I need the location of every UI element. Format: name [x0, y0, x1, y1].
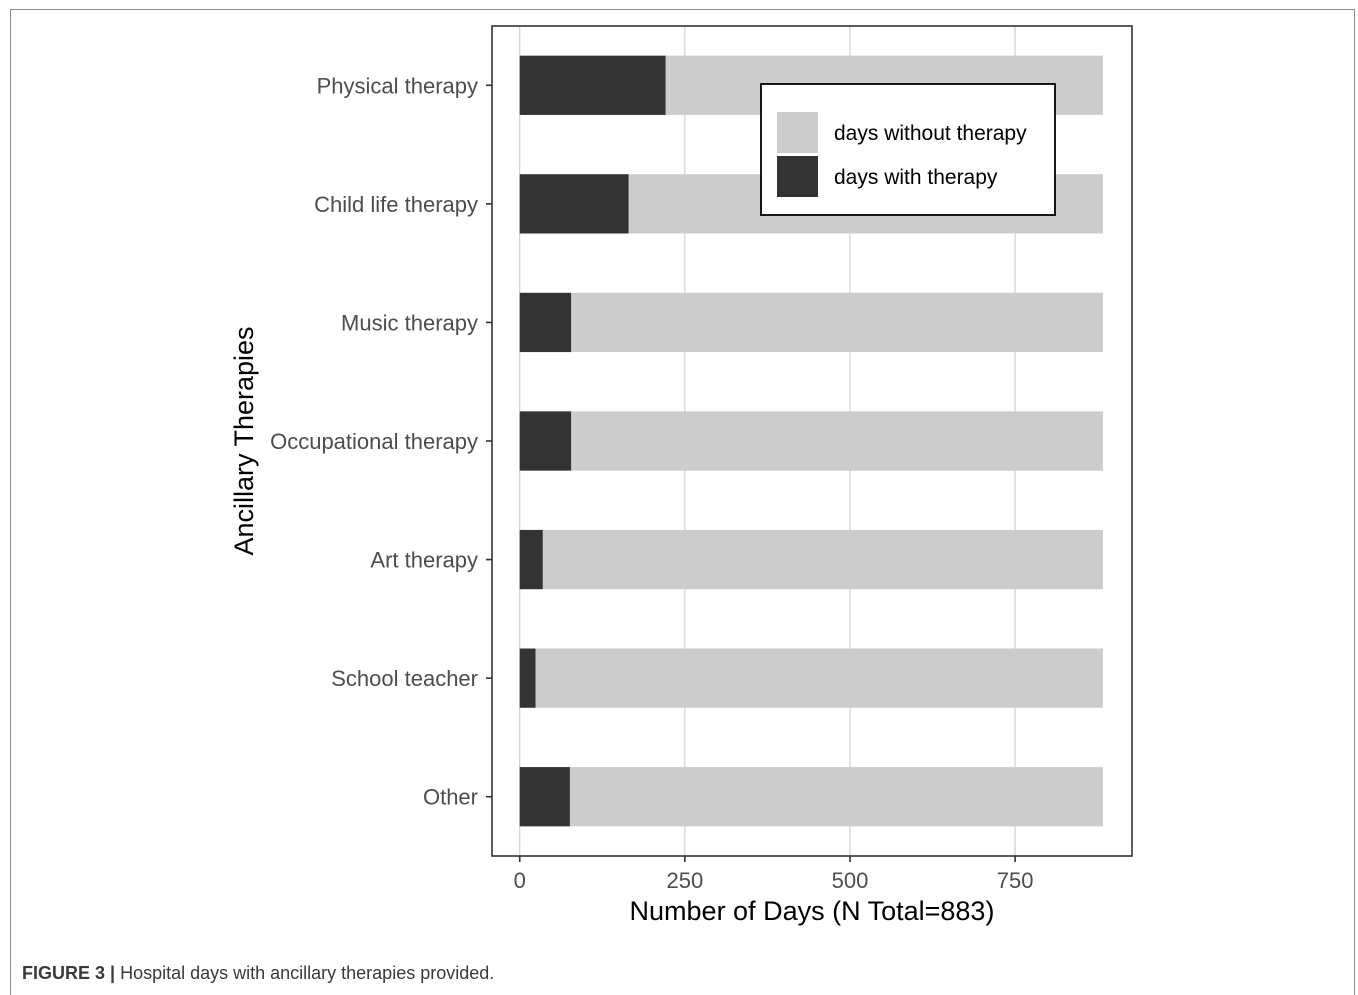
x-tick-label: 750 [997, 868, 1034, 893]
caption-label: FIGURE 3 | [22, 963, 116, 983]
y-tick-label: Other [423, 785, 478, 810]
bar-school-teacher-with [519, 648, 536, 708]
x-tick-label: 500 [832, 868, 869, 893]
y-axis: Physical therapy Child life therapy Music … [270, 73, 492, 810]
legend-swatch [777, 112, 818, 153]
bar-occupational-therapy-with [519, 411, 572, 471]
legend-swatch [777, 156, 818, 197]
x-tick-label: 250 [666, 868, 703, 893]
bar-chart: Physical therapy Child life therapy Music … [229, 25, 1133, 926]
caption-text: Hospital days with ancillary therapies p… [115, 963, 495, 983]
legend-label: days with therapy [834, 166, 998, 189]
x-axis-title: Number of Days (N Total=883) [630, 896, 995, 926]
legend-label: days without therapy [834, 122, 1027, 145]
figure-frame [10, 9, 1355, 995]
y-tick-label: Music therapy [341, 310, 478, 335]
figure-caption: FIGURE 3 | Hospital days with ancillary … [22, 963, 494, 984]
bar-art-therapy-without [542, 529, 1103, 590]
bar-art-therapy-with [519, 529, 543, 590]
y-tick-label: Occupational therapy [270, 429, 478, 454]
y-axis-title: Ancillary Therapies [229, 326, 259, 555]
bar-child-life-therapy-with [519, 174, 629, 234]
y-tick-label: School teacher [331, 666, 478, 691]
bar-music-therapy-with [519, 292, 572, 353]
legend: days without therapy days with therapy [760, 83, 1056, 216]
bars [519, 55, 1103, 827]
bar-other-without [569, 767, 1103, 827]
y-tick-label: Art therapy [370, 548, 478, 573]
bar-other-with [519, 767, 570, 827]
bar-music-therapy-without [571, 292, 1103, 353]
bar-physical-therapy-with [519, 55, 666, 115]
x-axis: 0 250 500 750 [514, 856, 1034, 893]
bar-occupational-therapy-without [571, 411, 1103, 471]
bar-school-teacher-without [535, 648, 1103, 708]
y-tick-label: Child life therapy [314, 192, 478, 217]
y-tick-label: Physical therapy [317, 73, 478, 98]
x-tick-label: 0 [514, 868, 526, 893]
